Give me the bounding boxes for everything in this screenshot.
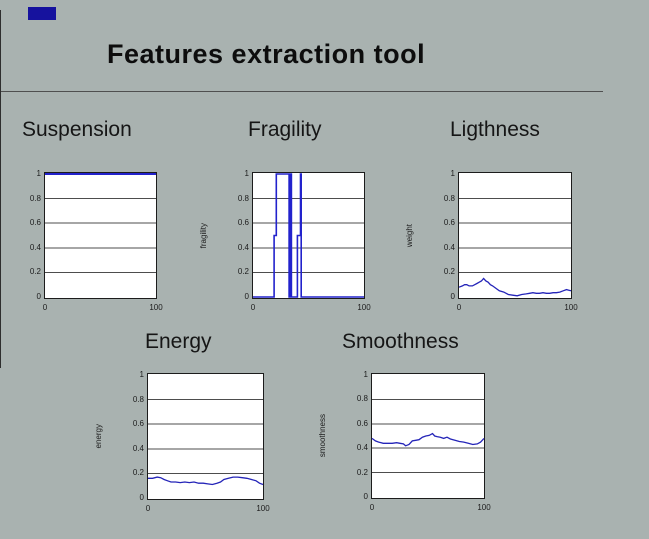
section-label-smoothness: Smoothness (342, 330, 459, 353)
x-tick-label: 0 (456, 303, 462, 312)
y-tick-label: 0.2 (237, 267, 249, 277)
y-tick-label: 0.4 (356, 443, 368, 453)
energy-y-axis-label: energy (93, 424, 103, 449)
y-tick-label: 0.6 (443, 218, 455, 228)
fragility-chart: fragility 0 0.2 0.4 0.6 0.8 1 0 100 (199, 169, 371, 312)
x-tick-label: 100 (357, 303, 371, 312)
x-tick-label: 0 (42, 303, 48, 312)
navy-rectangle-marker (28, 7, 56, 20)
y-tick-label: 0.6 (29, 218, 41, 228)
x-tick-label: 100 (564, 303, 578, 312)
data-series-line (458, 277, 572, 297)
y-tick-label: 0 (363, 492, 368, 501)
energy-chart: energy 0 0.2 0.4 0.6 0.8 1 0 100 (94, 370, 270, 513)
y-tick-label: 0.2 (29, 267, 41, 277)
y-tick-label: 0.4 (132, 443, 144, 453)
y-tick-label: 0 (139, 493, 144, 502)
y-tick-label: 0 (450, 292, 455, 301)
section-label-ligthness: Ligthness (450, 118, 540, 141)
page-title: Features extraction tool (107, 39, 426, 69)
x-tick-label: 100 (149, 303, 163, 312)
section-label-energy: Energy (145, 330, 212, 353)
section-label-suspension: Suspension (22, 118, 132, 141)
y-tick-label: 0.4 (237, 242, 249, 252)
section-label-fragility: Fragility (248, 118, 322, 141)
y-tick-label: 0.6 (132, 419, 144, 429)
data-series-line (253, 173, 364, 298)
suspension-chart: 0 0.2 0.4 0.6 0.8 1 0 100 (30, 169, 163, 312)
y-tick-label: 0 (244, 292, 249, 301)
y-tick-label: 0.8 (356, 394, 368, 404)
y-tick-label: 0.6 (237, 218, 249, 228)
chart-canvas (371, 398, 485, 474)
chart-canvas (148, 399, 264, 486)
x-tick-label: 0 (145, 504, 151, 513)
y-tick-label: 0.4 (29, 242, 41, 252)
y-tick-label: 1 (139, 370, 144, 379)
suspension-y-axis-label (0, 173, 1, 298)
y-tick-label: 1 (363, 370, 368, 379)
data-series-line (371, 432, 485, 447)
y-tick-label: 0.8 (132, 394, 144, 404)
y-tick-label: 1 (450, 169, 455, 178)
y-tick-label: 0.8 (29, 193, 41, 203)
smoothness-y-axis-label: smoothness (317, 414, 327, 458)
y-tick-label: 1 (36, 169, 41, 178)
smoothness-chart: smoothness 0 0.2 0.4 0.6 0.8 1 0 100 (318, 370, 491, 512)
header-divider (0, 91, 603, 92)
y-tick-label: 0.8 (443, 193, 455, 203)
x-tick-label: 100 (256, 504, 270, 513)
y-tick-label: 0.2 (132, 468, 144, 478)
chart-canvas (253, 173, 364, 298)
data-series-line (148, 476, 264, 486)
y-tick-label: 0.2 (443, 267, 455, 277)
y-tick-label: 0 (36, 292, 41, 301)
fragility-y-axis-label: fragility (198, 222, 208, 249)
left-frame-line (0, 10, 1, 368)
y-tick-label: 0.2 (356, 467, 368, 477)
x-tick-label: 0 (250, 303, 256, 312)
y-tick-label: 0.6 (356, 418, 368, 428)
x-tick-label: 100 (477, 503, 491, 512)
ligthness-chart: weight 0 0.2 0.4 0.6 0.8 1 0 100 (405, 169, 578, 312)
chart-canvas (458, 198, 572, 297)
ligthness-y-axis-label: weight (404, 223, 414, 248)
chart-canvas (45, 173, 156, 273)
x-tick-label: 0 (369, 503, 375, 512)
y-tick-label: 1 (244, 169, 249, 178)
y-tick-label: 0.8 (237, 193, 249, 203)
y-tick-label: 0.4 (443, 242, 455, 252)
